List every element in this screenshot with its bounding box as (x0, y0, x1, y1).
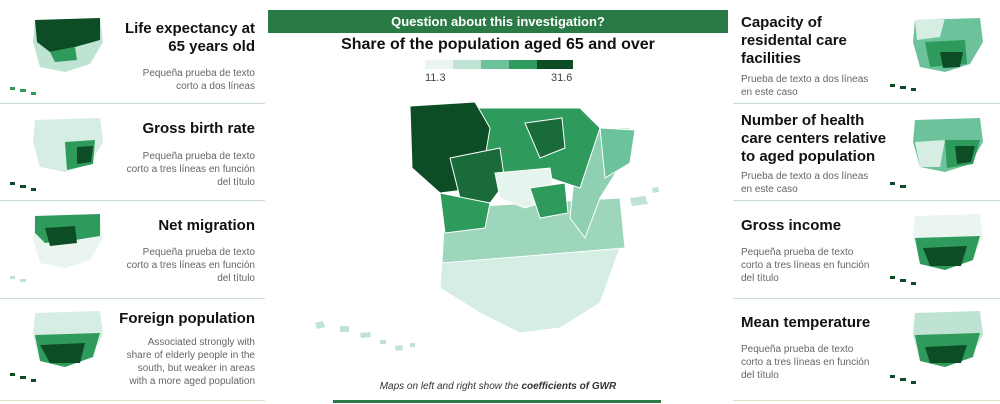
minimap-foreign-population[interactable] (5, 305, 115, 390)
map-region-cuenca (529, 182, 569, 219)
card-title-residential-care: Capacity of residental care facilities (741, 14, 847, 67)
card-title-gross-income: Gross income (741, 217, 842, 234)
card-title-mean-temperature: Mean temperature (741, 314, 871, 331)
minimap-gross-income[interactable] (885, 208, 995, 293)
left-bottom-rule (0, 400, 265, 401)
footer-accent-line (333, 400, 661, 403)
question-banner[interactable]: Question about this investigation? (268, 10, 728, 33)
legend-swatch-3 (481, 60, 509, 69)
footer-note: Maps on left and right show the coeffici… (379, 381, 617, 392)
card-desc-life-expectancy: Pequeña prueba de texto corto a dos líne… (142, 68, 255, 92)
card-title-health-centers: Number of health care centers relative t… (741, 112, 887, 165)
map-balearic-islands (630, 187, 659, 206)
card-title-foreign-population: Foreign population (119, 310, 255, 327)
main-map-title: Share of the population aged 65 and over (341, 36, 655, 53)
footer-note-bold: coefficients of GWR (521, 381, 617, 392)
card-title-birth-rate: Gross birth rate (142, 120, 255, 137)
card-desc-mean-temperature: Pequeña prueba de texto corto a tres lín… (741, 344, 870, 381)
legend-swatch-5 (537, 60, 573, 69)
minimap-birth-rate[interactable] (5, 112, 115, 197)
minimap-residential-care[interactable] (885, 12, 995, 97)
right-separator-1 (733, 103, 1000, 104)
legend-swatch-4 (509, 60, 537, 69)
legend-swatch-1 (425, 60, 453, 69)
minimap-life-expectancy[interactable] (5, 12, 115, 97)
right-separator-3 (733, 298, 1000, 299)
legend-swatch-2 (453, 60, 481, 69)
card-desc-gross-income: Pequeña prueba de texto corto a tres lín… (741, 247, 870, 284)
card-desc-net-migration: Pequeña prueba de texto corto a tres lín… (126, 247, 255, 284)
minimap-net-migration[interactable] (5, 208, 115, 293)
minimap-mean-temperature[interactable] (885, 305, 995, 390)
legend-min-label: 11.3 (425, 72, 446, 84)
map-region-castilla (449, 147, 506, 204)
map-canary-islands (315, 321, 415, 351)
map-region-south (439, 247, 621, 334)
map-region-extremadura (439, 192, 491, 234)
left-separator-2 (0, 200, 265, 201)
card-desc-health-centers: Prueba de texto a dos líneas en este cas… (741, 171, 869, 195)
card-desc-birth-rate: Pequeña prueba de texto corto a tres lín… (126, 151, 255, 188)
legend-max-label: 31.6 (551, 72, 573, 84)
card-desc-residential-care: Prueba de texto a dos líneas en este cas… (741, 74, 869, 98)
card-title-life-expectancy: Life expectancy at 65 years old (124, 20, 255, 55)
left-separator-3 (0, 298, 265, 299)
card-title-net-migration: Net migration (158, 217, 255, 234)
left-separator-1 (0, 103, 265, 104)
main-spain-map (315, 101, 659, 351)
map-region-catalonia (599, 127, 636, 179)
card-desc-foreign-population: Associated strongly with share of elderl… (126, 337, 255, 387)
minimap-health-centers[interactable] (885, 112, 995, 197)
right-separator-2 (733, 200, 1000, 201)
map-region-teruel (524, 117, 566, 159)
right-bottom-rule (733, 400, 1000, 401)
